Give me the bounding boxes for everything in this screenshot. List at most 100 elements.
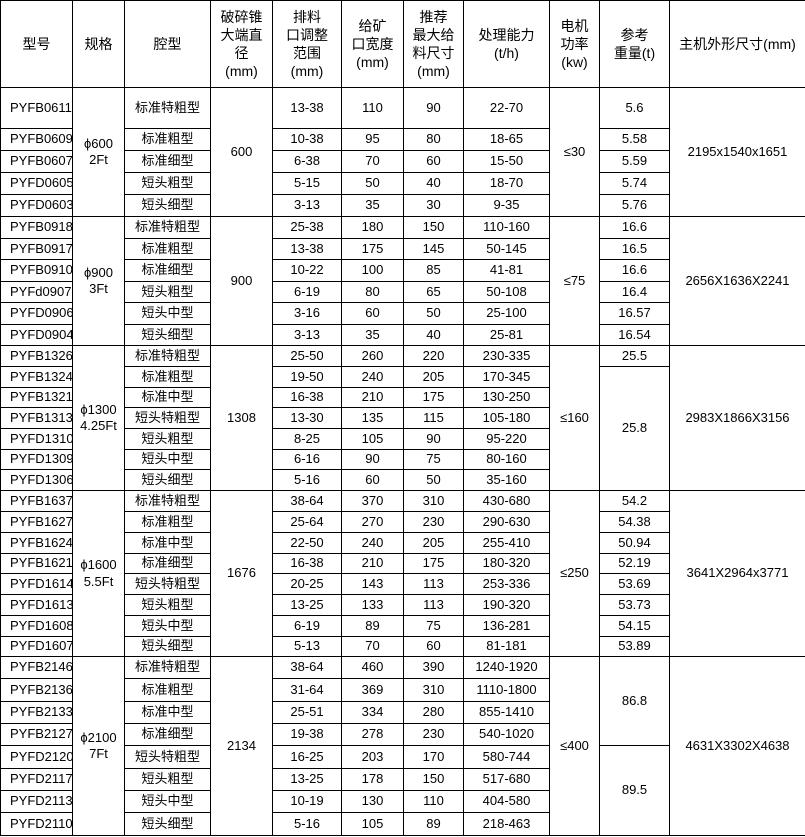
power-cell: ≤250 [549,490,600,657]
table-row: PYFB0918 ϕ900 3Ft 标准特粗型 900 25-38 180 150 110-1… [0,216,805,346]
cavity-cell: 短头细型 [124,324,211,346]
range-cell: 3-13 [272,324,342,346]
model-cell: PYFB2133 [0,701,73,724]
cavity-cell: 短头粗型 [124,428,211,450]
power-cell: ≤400 [549,656,600,836]
spec-cell: ϕ1300 4.25Ft [72,345,125,491]
width-cell: 203 [341,745,404,769]
cavity-cell: 标准细型 [124,259,211,282]
range-cell: 5-16 [272,469,342,491]
diameter-cell: 900 [210,216,273,346]
dims-cell: 2195x1540x1651 [669,87,805,217]
weight-cell: 16.5 [599,238,670,260]
capacity-cell: 41-81 [463,259,550,282]
model-cell: PYFD1306 [0,469,73,491]
cavity-cell: 标准粗型 [124,366,211,388]
header-power: 电机 功率 (kw) [549,0,600,88]
capacity-cell: 404-580 [463,790,550,813]
cavity-cell: 标准细型 [124,553,211,574]
feed-cell: 80 [403,128,464,151]
capacity-cell: 290-630 [463,511,550,533]
capacity-cell: 110-160 [463,216,550,239]
range-cell: 38-64 [272,490,342,512]
table-row: PYFB1313 短头特粗型 13-30 135 115 105-180 [0,407,805,429]
width-cell: 369 [341,678,404,702]
weight-cell: 53.73 [599,594,670,616]
dims-cell: 4631X3302X4638 [669,656,805,836]
spec-cell: ϕ2100 7Ft [72,656,125,836]
power-cell: ≤75 [549,216,600,346]
model-cell: PYFD0904 [0,324,73,346]
dims-cell: 2656X1636X2241 [669,216,805,346]
weight-cell: 86.8 [599,656,670,746]
range-cell: 6-19 [272,615,342,637]
width-cell: 35 [341,324,404,346]
width-cell: 60 [341,302,404,325]
width-cell: 135 [341,407,404,429]
capacity-cell: 540-1020 [463,723,550,746]
model-cell: PYFB2127 [0,723,73,746]
header-weight: 参考 重量(t) [599,0,670,88]
table-row: PYFD0605 短头粗型 5-15 50 40 18-70 5.74 [0,172,805,195]
feed-cell: 390 [403,656,464,679]
weight-cell: 5.59 [599,150,670,173]
width-cell: 278 [341,723,404,746]
width-cell: 95 [341,128,404,151]
feed-cell: 115 [403,407,464,429]
feed-cell: 60 [403,150,464,173]
width-cell: 175 [341,238,404,260]
weight-cell: 25.5 [599,345,670,367]
table-row: PYFB0609 标准粗型 10-38 95 80 18-65 5.58 [0,128,805,151]
cavity-cell: 短头粗型 [124,172,211,195]
feed-cell: 113 [403,573,464,595]
model-cell: PYFD2110 [0,812,73,836]
capacity-cell: 136-281 [463,615,550,637]
model-cell: PYFB1637 [0,490,73,512]
capacity-cell: 80-160 [463,449,550,470]
range-cell: 31-64 [272,678,342,702]
weight-cell: 53.69 [599,573,670,595]
capacity-cell: 25-81 [463,324,550,346]
cavity-cell: 短头粗型 [124,594,211,616]
model-cell: PYFD1613 [0,594,73,616]
range-cell: 25-50 [272,345,342,367]
model-cell: PYFD0603 [0,194,73,217]
spec-cell: ϕ900 3Ft [72,216,125,346]
width-cell: 260 [341,345,404,367]
cavity-cell: 短头细型 [124,194,211,217]
range-cell: 19-38 [272,723,342,746]
table-row: PYFD2117 短头粗型 13-25 178 150 517-680 [0,768,805,791]
model-cell: PYFB1321 [0,387,73,408]
feed-cell: 113 [403,594,464,616]
width-cell: 105 [341,812,404,836]
weight-cell: 5.6 [599,87,670,129]
table-row: PYFB0611 ϕ600 2Ft 标准特粗型 600 13-38 110 90 22-70 ≤… [0,87,805,217]
width-cell: 90 [341,449,404,470]
feed-cell: 40 [403,324,464,346]
cavity-cell: 标准特粗型 [124,656,211,679]
cavity-cell: 标准粗型 [124,128,211,151]
feed-cell: 50 [403,469,464,491]
capacity-cell: 22-70 [463,87,550,129]
cavity-cell: 短头细型 [124,636,211,657]
diameter-cell: 2134 [210,656,273,836]
feed-cell: 150 [403,216,464,239]
model-cell: PYFd0907 [0,281,73,303]
header-feed: 推荐 最大给 料尺寸 (mm) [403,0,464,88]
model-cell: PYFD2113 [0,790,73,813]
range-cell: 13-30 [272,407,342,429]
feed-cell: 110 [403,790,464,813]
table-row: PYFd0907 短头粗型 6-19 80 65 50-108 16.4 [0,281,805,303]
range-cell: 10-38 [272,128,342,151]
feed-cell: 40 [403,172,464,195]
table-header: 型号 规格 腔型 破碎锥 大端直 径 (mm) 排料 口调整 范围 (mm) 给… [0,0,805,88]
cavity-cell: 标准中型 [124,387,211,408]
model-cell: PYFD1607 [0,636,73,657]
model-cell: PYFB1313 [0,407,73,429]
capacity-cell: 15-50 [463,150,550,173]
diameter-cell: 1308 [210,345,273,491]
cavity-cell: 短头特粗型 [124,573,211,595]
range-cell: 5-16 [272,812,342,836]
range-cell: 8-25 [272,428,342,450]
